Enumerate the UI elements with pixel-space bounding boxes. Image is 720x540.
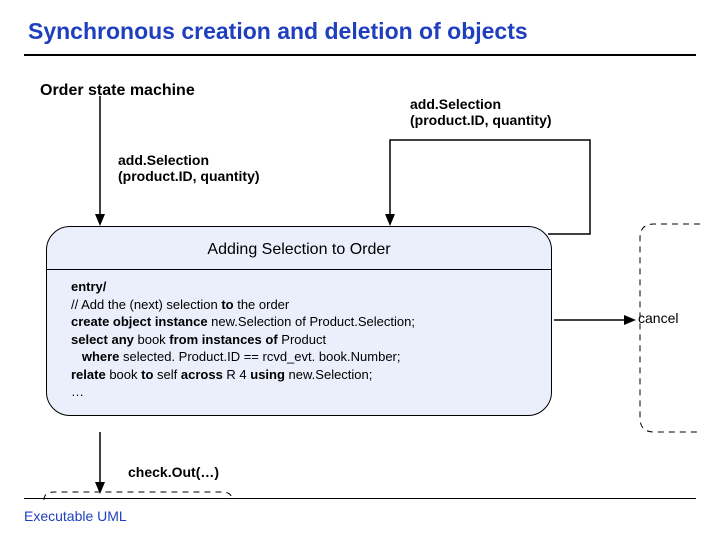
- transition-label-checkout: check.Out(…): [128, 464, 219, 480]
- transition-label-in: add.Selection (product.ID, quantity): [118, 152, 260, 184]
- transition-label-cancel: cancel: [638, 310, 678, 326]
- machine-label: Order state machine: [40, 82, 195, 100]
- t-in-l2: (product.ID, quantity): [118, 168, 260, 184]
- t-self-l1: add.Selection: [410, 96, 501, 112]
- t-in-l1: add.Selection: [118, 152, 209, 168]
- t-self-l2: (product.ID, quantity): [410, 112, 552, 128]
- footer-label: Executable UML: [24, 508, 127, 524]
- transition-label-self: add.Selection (product.ID, quantity): [410, 96, 552, 128]
- title-divider: [24, 54, 696, 56]
- state-name: Adding Selection to Order: [47, 235, 551, 269]
- footer-divider: [24, 498, 696, 499]
- state-body: entry/ // Add the (next) selection to th…: [47, 270, 551, 407]
- state-body-lines: entry/ // Add the (next) selection to th…: [71, 278, 533, 401]
- state-box: Adding Selection to Order entry/ // Add …: [46, 226, 552, 416]
- page-title: Synchronous creation and deletion of obj…: [28, 18, 528, 45]
